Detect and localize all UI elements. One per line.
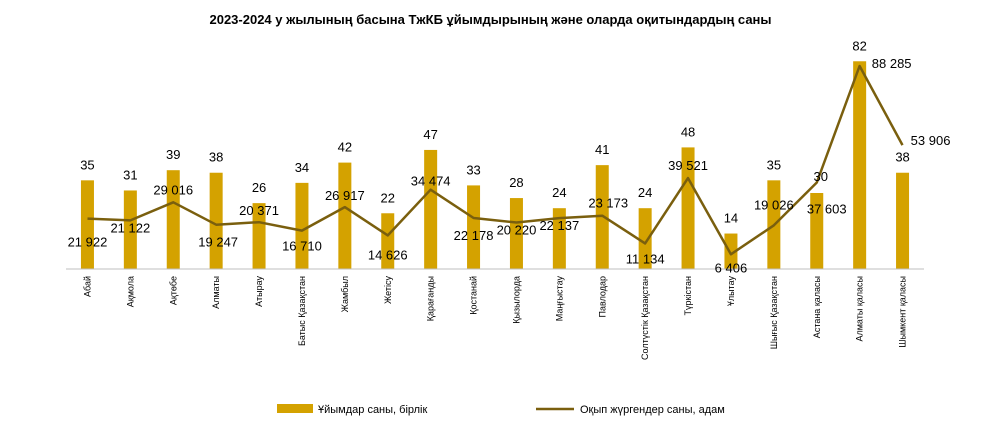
line-series — [87, 64, 904, 256]
x-tick-label: Қызылорда — [511, 276, 521, 324]
line-value-label: 88 285 — [872, 56, 912, 71]
bar-value-label: 48 — [681, 124, 695, 139]
x-tick-label: Маңғыстау — [554, 276, 564, 322]
bar — [381, 213, 395, 269]
bar-value-label: 22 — [381, 190, 395, 205]
legend-bar-label: Ұйымдар саны, бірлік — [318, 404, 428, 416]
bar-value-label: 34 — [295, 160, 309, 175]
bar-value-label: 14 — [724, 211, 738, 226]
bar-value-label: 30 — [814, 169, 828, 184]
bar — [80, 180, 94, 269]
line-value-label: 19 247 — [198, 235, 238, 250]
x-tick-label: Ақтөбе — [168, 276, 178, 305]
line-value-label: 29 016 — [153, 182, 193, 197]
x-tick-label: Астана қаласы — [812, 276, 822, 338]
bar — [123, 190, 137, 269]
bar-value-label: 24 — [638, 185, 652, 200]
legend-bar-swatch — [277, 404, 313, 413]
line-value-label: 21 122 — [110, 220, 150, 235]
line-value-label: 22 178 — [454, 228, 494, 243]
bar-value-label: 38 — [209, 150, 223, 165]
x-tick-label: Түркістан — [683, 276, 693, 315]
line-value-label: 20 220 — [497, 223, 537, 238]
bar-value-label: 35 — [80, 157, 94, 172]
bar — [724, 233, 738, 269]
chart-title: 2023-2024 у жылының басына ТжКБ ұйымдыры… — [209, 12, 772, 27]
line-value-label: 39 521 — [668, 158, 708, 173]
x-tick-label: Батыс Қазақстан — [297, 276, 307, 346]
bar-value-label: 39 — [166, 147, 180, 162]
line-value-label: 16 710 — [282, 239, 322, 254]
bar — [166, 170, 180, 269]
x-tick-label: Шымкент қаласы — [898, 276, 908, 348]
bar-value-labels: 35 31 39 38 26 34 42 22 47 33 28 24 41 24 48 14 35 30 82 38 — [80, 38, 910, 225]
bar-value-label: 28 — [509, 175, 523, 190]
line-value-label: 21 922 — [68, 235, 108, 250]
line-value-label: 53 906 — [911, 133, 951, 148]
legend-line-label: Оқып жүргендер саны, адам — [580, 404, 725, 416]
x-axis-tick-labels: Абай Ақмола Ақтөбе Алматы Атырау Батыс Қазақс… — [82, 276, 907, 360]
bar-value-label: 42 — [338, 140, 352, 155]
bar-value-label: 26 — [252, 180, 266, 195]
bar — [853, 61, 867, 270]
bar — [810, 193, 824, 269]
x-tick-label: Ұлытау — [726, 276, 736, 307]
bar — [252, 203, 266, 269]
line-value-label: 37 603 — [807, 202, 847, 217]
x-tick-label: Атырау — [254, 276, 264, 307]
line-value-label: 6 406 — [715, 260, 748, 275]
bar-value-label: 35 — [767, 157, 781, 172]
bar-value-label: 38 — [895, 150, 909, 165]
line-value-label: 14 626 — [368, 247, 408, 262]
line-value-label: 20 371 — [239, 203, 279, 218]
bar — [338, 162, 352, 269]
line-value-label: 22 137 — [539, 218, 579, 233]
line-value-label: 26 917 — [325, 188, 365, 203]
x-tick-label: Солтүстік Қазақстан — [640, 276, 650, 360]
bar — [896, 172, 910, 269]
x-tick-label: Алматы қаласы — [855, 276, 865, 342]
line-value-label: 23 173 — [588, 196, 628, 211]
x-tick-label: Ақмола — [125, 276, 135, 307]
x-tick-label: Шығыс Қазақстан — [769, 276, 779, 349]
bar-value-label: 47 — [423, 127, 437, 142]
bar — [295, 182, 309, 269]
bar — [638, 208, 652, 269]
bar — [552, 208, 566, 269]
bar — [467, 185, 481, 269]
x-tick-label: Алматы — [211, 276, 221, 309]
bar-value-label: 41 — [595, 142, 609, 157]
line-value-label: 19 026 — [754, 197, 794, 212]
legend: Ұйымдар саны, бірлік Оқып жүргендер саны… — [277, 404, 725, 416]
line-value-label: 11 134 — [626, 251, 665, 266]
bar-value-label: 33 — [466, 162, 480, 177]
bar-value-label: 24 — [552, 185, 566, 200]
x-tick-label: Павлодар — [597, 276, 607, 317]
x-tick-label: Қарағанды — [426, 276, 436, 321]
bar-value-label: 31 — [123, 167, 137, 182]
x-tick-label: Абай — [82, 276, 92, 297]
bar — [209, 172, 223, 269]
x-tick-label: Қостанай — [469, 276, 479, 315]
bar — [424, 149, 438, 269]
line-value-label: 34 474 — [411, 174, 451, 189]
x-tick-label: Жамбыл — [340, 276, 350, 312]
bar — [509, 198, 523, 269]
x-tick-label: Жетісу — [383, 276, 393, 305]
bar-value-label: 82 — [852, 38, 866, 53]
bar — [681, 147, 695, 269]
